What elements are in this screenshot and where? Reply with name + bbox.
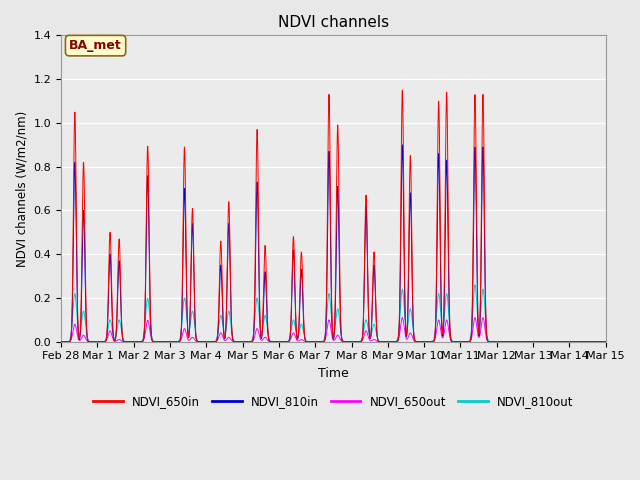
X-axis label: Time: Time: [318, 367, 349, 380]
Legend: NDVI_650in, NDVI_810in, NDVI_650out, NDVI_810out: NDVI_650in, NDVI_810in, NDVI_650out, NDV…: [88, 391, 578, 413]
Title: NDVI channels: NDVI channels: [278, 15, 389, 30]
Y-axis label: NDVI channels (W/m2/nm): NDVI channels (W/m2/nm): [15, 110, 28, 267]
Text: BA_met: BA_met: [69, 39, 122, 52]
